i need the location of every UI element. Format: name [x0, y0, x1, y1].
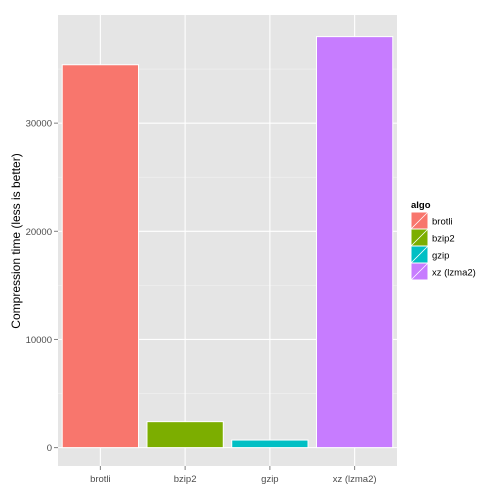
legend-label: brotli	[432, 217, 453, 228]
x-axis: brotli bzip2 gzip xz (lzma2)	[90, 466, 377, 485]
legend-title: algo	[411, 200, 431, 211]
legend: algo brotli bzip2 gzip xz (lzma2)	[410, 200, 476, 281]
x-tick-label: bzip2	[174, 474, 197, 485]
bar-brotli	[61, 64, 140, 449]
legend-label: gzip	[432, 251, 449, 262]
x-tick-label: gzip	[261, 474, 278, 485]
x-tick-label: xz (lzma2)	[333, 474, 377, 485]
legend-key-slash	[410, 228, 429, 247]
legend-key-slash	[410, 211, 429, 230]
bar-xz-lzma2-	[315, 36, 394, 449]
y-tick-label: 20000	[26, 227, 52, 238]
legend-label: bzip2	[432, 234, 455, 245]
legend-key-slash	[410, 245, 429, 264]
bar-gzip	[231, 439, 309, 449]
legend-key-slash	[410, 262, 429, 281]
legend-label: xz (lzma2)	[432, 268, 476, 279]
x-tick-label: brotli	[90, 474, 111, 485]
y-axis: 0 10000 20000 30000	[26, 119, 58, 454]
bar-bzip2	[146, 421, 224, 449]
y-tick-label: 10000	[26, 335, 52, 346]
y-tick-label: 0	[47, 443, 52, 454]
bars-group	[61, 36, 394, 449]
y-axis-title: Compression time (less is better)	[9, 153, 23, 328]
y-tick-label: 30000	[26, 119, 52, 130]
